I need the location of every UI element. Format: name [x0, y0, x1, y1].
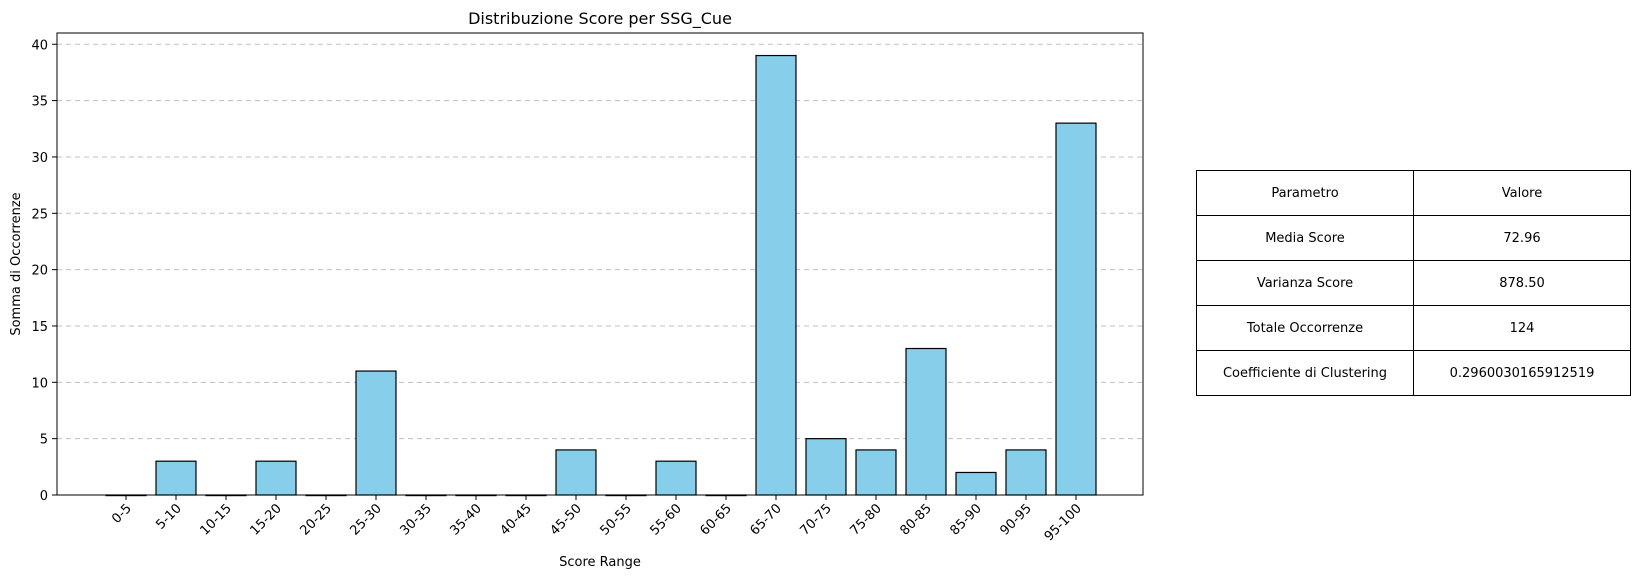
x-tick-label: 70-75: [798, 501, 835, 538]
y-tick-label: 25: [31, 207, 48, 222]
bar-45-50: [555, 449, 597, 496]
table-cell-parameter: Coefficiente di Clustering: [1196, 350, 1414, 396]
x-tick-label: 25-30: [348, 501, 385, 538]
bars: [105, 54, 1097, 497]
stats-table-body: Parametro Valore Media Score 72.96 Varianza …: [1196, 170, 1631, 396]
table-row: Varianza Score 878.50: [1196, 260, 1631, 306]
bar-70-75: [805, 438, 847, 496]
stats-table: Parametro Valore Media Score 72.96 Varianza …: [1196, 170, 1631, 396]
x-tick-label: 90-95: [998, 501, 1035, 538]
bar-15-20: [255, 460, 297, 496]
table-cell-parameter: Totale Occorrenze: [1196, 305, 1414, 351]
table-row: Media Score 72.96: [1196, 215, 1631, 261]
table-cell-value: 124: [1413, 305, 1631, 351]
bar-85-90: [955, 471, 997, 496]
x-tick-label: 35-40: [448, 501, 485, 538]
bar-95-100: [1055, 122, 1097, 496]
x-tick-label: 0-5: [109, 501, 135, 527]
y-tick-label: 30: [31, 151, 48, 166]
table-cell-parameter: Varianza Score: [1196, 260, 1414, 306]
x-tick-label: 95-100: [1042, 501, 1085, 544]
x-axis-ticks: 0-5 5-10 10-15 15-20 20-25 25-30 30-35 35-40 40-…: [109, 495, 1085, 544]
y-tick-label: 35: [31, 95, 48, 110]
x-tick-label: 10-15: [198, 501, 235, 538]
bar-90-95: [1005, 449, 1047, 496]
x-tick-label: 55-60: [648, 501, 685, 538]
table-header-row: Parametro Valore: [1196, 170, 1631, 216]
y-tick-label: 0: [40, 489, 48, 504]
x-tick-label: 20-25: [298, 501, 335, 538]
bar-25-30: [355, 370, 397, 496]
x-tick-label: 65-70: [748, 501, 785, 538]
y-axis-label: Somma di Occorrenze: [9, 192, 24, 335]
plot-frame: [56, 32, 1144, 496]
table-cell-parameter: Media Score: [1196, 215, 1414, 261]
x-tick-label: 80-85: [898, 501, 935, 538]
bar-55-60: [655, 460, 697, 496]
bar-5-10: [155, 460, 197, 496]
x-tick-label: 30-35: [398, 501, 435, 538]
table-cell-value: 878.50: [1413, 260, 1631, 306]
chart-title: Distribuzione Score per SSG_Cue: [468, 9, 732, 29]
x-tick-label: 60-65: [698, 501, 735, 538]
y-tick-label: 10: [31, 376, 48, 391]
x-tick-label: 5-10: [153, 501, 184, 532]
x-axis-label: Score Range: [559, 555, 641, 570]
bar-65-70: [755, 54, 797, 496]
table-cell-value: 0.2960030165912519: [1413, 350, 1631, 396]
bar-chart: 0 5 10 15 20 25 30 35 40 0-5 5-10 10-15 15-20 20-25 2…: [9, 9, 1144, 570]
table-row: Coefficiente di Clustering 0.296003016591…: [1196, 350, 1631, 396]
x-tick-label: 85-90: [948, 501, 985, 538]
bar-75-80: [855, 449, 897, 496]
table-cell-value: 72.96: [1413, 215, 1631, 261]
x-tick-label: 75-80: [848, 501, 885, 538]
grid-lines: [57, 43, 1143, 440]
y-tick-label: 40: [31, 38, 48, 53]
y-tick-label: 15: [31, 320, 48, 335]
x-tick-label: 50-55: [598, 501, 635, 538]
x-tick-label: 15-20: [248, 501, 285, 538]
table-cell-value: Valore: [1413, 170, 1631, 216]
x-tick-label: 40-45: [498, 501, 535, 538]
table-cell-parameter: Parametro: [1196, 170, 1414, 216]
table-row: Totale Occorrenze 124: [1196, 305, 1631, 351]
bar-80-85: [905, 347, 947, 496]
y-axis-ticks: 0 5 10 15 20 25 30 35 40: [31, 38, 57, 504]
y-tick-label: 20: [31, 264, 48, 279]
x-tick-label: 45-50: [548, 501, 585, 538]
y-tick-label: 5: [40, 433, 48, 448]
